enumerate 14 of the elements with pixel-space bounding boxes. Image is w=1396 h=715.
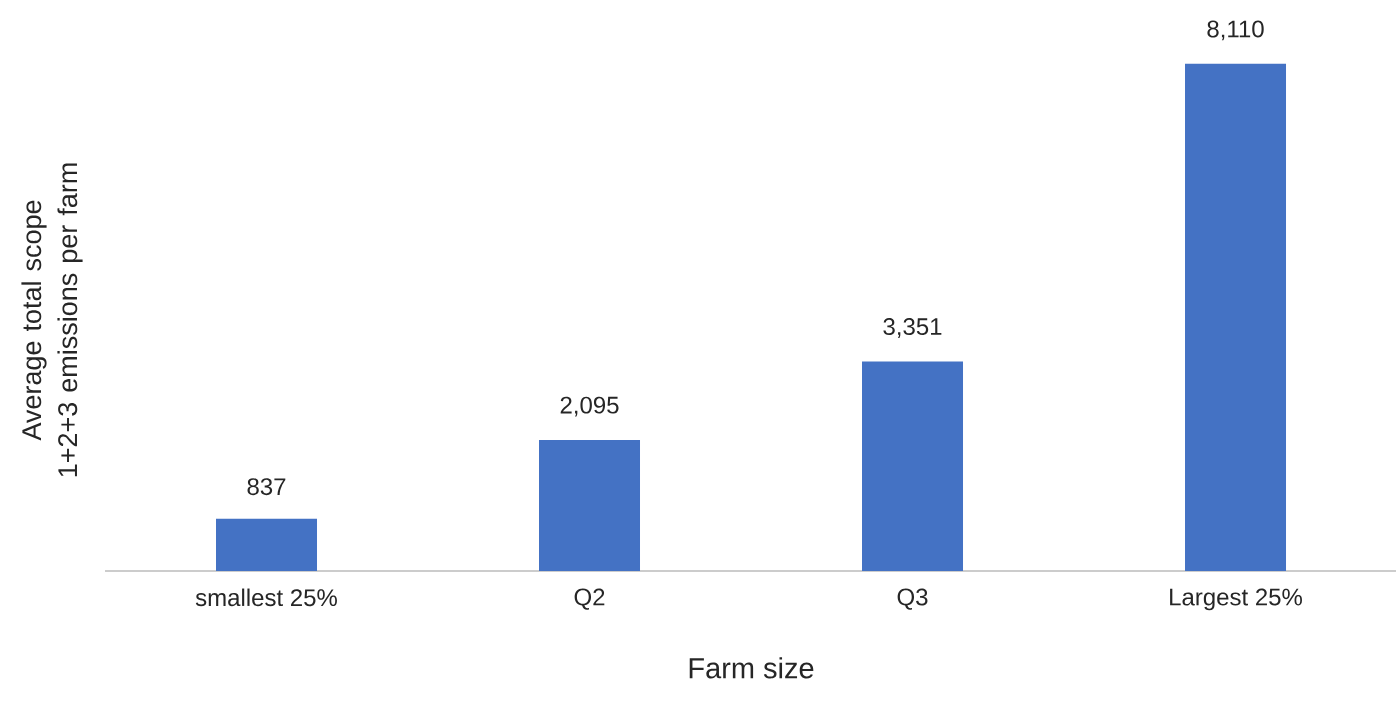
x-tick-label: Largest 25% [1170, 588, 1302, 611]
x-tick-label: smallest 25% [195, 588, 337, 607]
x-axis-title: Farm size [689, 657, 814, 679]
bar [862, 361, 964, 571]
x-tick-label: Q3 [897, 588, 928, 610]
y-axis-title: Average total scope 1+2+3 emissions per farm [21, 163, 83, 477]
bar [539, 439, 641, 571]
bar [1185, 63, 1287, 571]
bar [216, 518, 318, 571]
data-label: 2,095 [560, 396, 619, 417]
x-tick-label: Q2 [574, 588, 605, 610]
data-label: 8,110 [1207, 20, 1264, 41]
data-label: 3,351 [883, 318, 942, 338]
data-label: 837 [247, 478, 286, 496]
